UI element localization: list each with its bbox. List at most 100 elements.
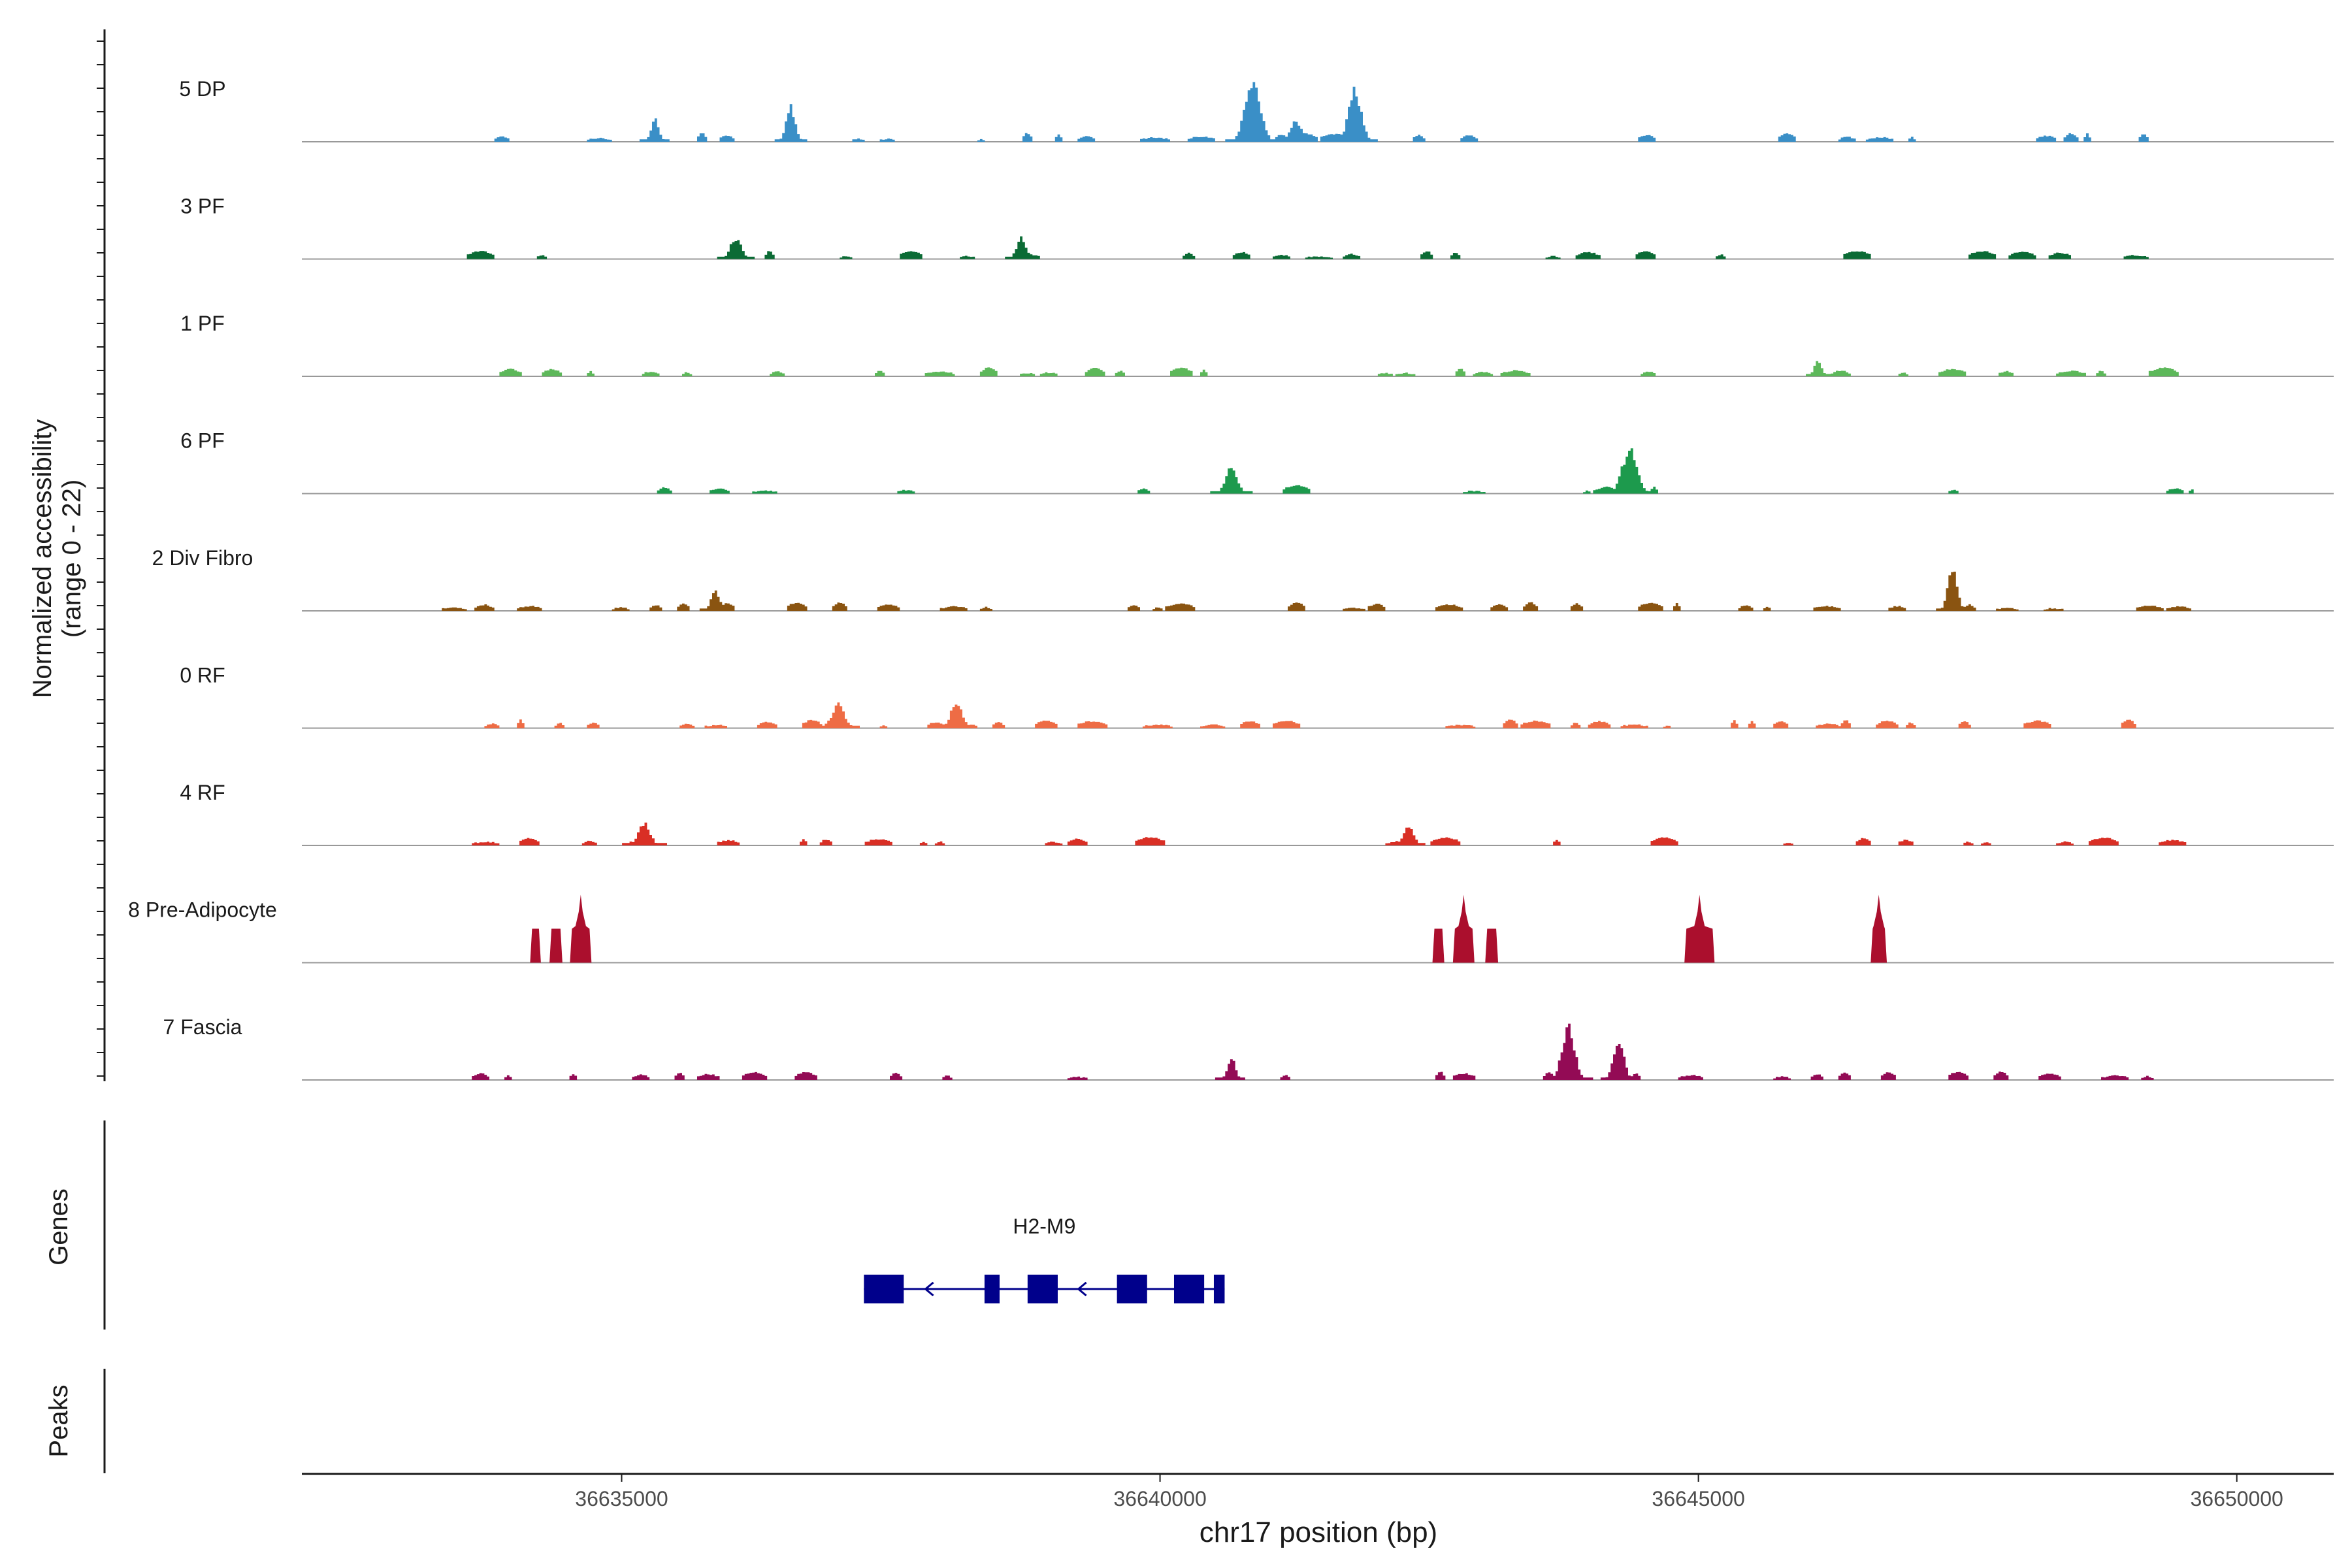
coverage-segment xyxy=(1187,137,1215,142)
coverage-segment xyxy=(1838,1072,1851,1080)
coverage-segment xyxy=(2056,370,2086,376)
coverage-segment xyxy=(1938,368,1967,376)
track-label: 2 Div Fibro xyxy=(152,546,253,570)
coverage-segment xyxy=(979,606,992,611)
coverage-segment xyxy=(1748,721,1756,728)
coverage-segment xyxy=(819,840,832,845)
coverage-segment xyxy=(1838,137,1856,142)
coverage-segment xyxy=(1215,1059,1245,1080)
coverage-segment xyxy=(1273,255,1290,259)
coverage-segment xyxy=(1473,372,1494,376)
coverage-segment xyxy=(1996,608,2019,611)
coverage-segment xyxy=(704,725,727,728)
track-label: 4 RF xyxy=(180,781,225,804)
coverage-segment xyxy=(1948,489,1959,494)
coverage-segment xyxy=(979,367,998,376)
coverage-segment xyxy=(939,606,968,611)
coverage-segment xyxy=(802,702,860,728)
coverage-segment xyxy=(674,1073,685,1080)
coverage-segment xyxy=(764,251,775,259)
coverage-segment xyxy=(1778,133,1796,142)
coverage-segment xyxy=(879,139,895,142)
coverage-segment xyxy=(879,725,888,728)
coverage-segment xyxy=(1520,720,1551,728)
coverage-segment xyxy=(1377,372,1393,376)
coverage-segment xyxy=(1232,252,1250,259)
coverage-segment xyxy=(774,104,808,142)
coverage-segment xyxy=(679,723,695,728)
coverage-segment xyxy=(1183,252,1196,259)
coverage-segment xyxy=(2159,840,2187,845)
coverage-segment xyxy=(1435,1071,1446,1080)
coverage-segment xyxy=(699,590,735,611)
coverage-segment xyxy=(1583,490,1591,494)
strand-arrow xyxy=(1077,1281,1087,1297)
coverage-segment xyxy=(587,137,612,142)
coverage-segment xyxy=(800,839,808,845)
coverage-segment xyxy=(1716,254,1726,259)
coverage-segment xyxy=(1570,603,1584,611)
gene-h2-m9: H2-M9 xyxy=(864,1215,1225,1303)
track-1-pf: 1 PF xyxy=(180,312,2334,377)
coverage-segment xyxy=(554,723,564,728)
coverage-segment xyxy=(1783,843,1793,845)
coverage-segment xyxy=(875,370,885,376)
x-tick-label: 36650000 xyxy=(2190,1487,2283,1511)
coverage-segment xyxy=(2023,720,2051,728)
coverage-segment xyxy=(960,255,975,259)
coverage-segment xyxy=(1135,837,1166,845)
coverage-segment xyxy=(2148,367,2179,376)
coverage-segment xyxy=(942,1075,953,1080)
coverage-segment xyxy=(1843,251,1871,259)
coverage-segment xyxy=(1320,86,1378,142)
coverage-segment xyxy=(1981,842,1991,845)
coverage-segment xyxy=(900,251,923,259)
coverage-segment xyxy=(1638,135,1656,142)
coverage-segment xyxy=(1430,837,1461,845)
coverage-segment xyxy=(832,602,847,611)
coverage-segment xyxy=(1395,372,1416,376)
track-label: 5 DP xyxy=(179,77,225,101)
coverage-segment xyxy=(752,490,777,494)
coverage-segment xyxy=(442,607,467,611)
coverage-segment xyxy=(2083,133,2091,142)
coverage-segment xyxy=(1963,841,1974,845)
coverage-segment xyxy=(1810,1074,1823,1080)
coverage-segment xyxy=(1593,448,1658,494)
coverage-segment xyxy=(877,604,900,611)
gene-exon xyxy=(864,1275,904,1303)
x-axis-title: chr17 position (bp) xyxy=(1200,1516,1437,1548)
coverage-segment xyxy=(677,603,690,611)
coverage-segment xyxy=(1968,251,1997,259)
track-6-pf: 6 PF xyxy=(180,429,2334,495)
coverage-segment xyxy=(757,721,777,728)
coverage-segment xyxy=(1140,137,1170,142)
coverage-segment xyxy=(1876,721,1899,728)
coverage-segment xyxy=(697,1073,720,1080)
coverage-segment xyxy=(474,604,495,611)
coverage-segment xyxy=(542,368,563,376)
coverage-block xyxy=(530,928,541,963)
coverage-segment xyxy=(2056,841,2074,845)
track-2-div-fibro: 2 Div Fibro xyxy=(152,546,2334,612)
coverage-segment xyxy=(742,1071,768,1080)
coverage-segment xyxy=(1142,724,1173,728)
track-3-pf: 3 PF xyxy=(180,195,2334,260)
coverage-segment xyxy=(1343,608,1365,611)
coverage-segment xyxy=(1035,721,1058,728)
coverage-segment xyxy=(2101,1075,2129,1080)
coverage-segment xyxy=(1225,82,1318,142)
gene-exon xyxy=(1027,1275,1058,1303)
track-8-pre-adipocyte: 8 Pre-Adipocyte xyxy=(128,894,2334,964)
coverage-segment xyxy=(657,487,672,494)
coverage-segment xyxy=(632,1074,650,1080)
coverage-segment xyxy=(1413,135,1426,142)
coverage-segment xyxy=(2043,608,2064,611)
coverage-segment xyxy=(1855,838,1871,845)
y-axis-title-line2: (range 0 - 22) xyxy=(57,480,86,638)
coverage-segment xyxy=(710,488,730,494)
coverage-segment xyxy=(1523,602,1539,611)
x-axis: 36635000 36640000 36645000 36650000 xyxy=(302,1473,2334,1511)
coverage-segment xyxy=(1650,837,1678,845)
